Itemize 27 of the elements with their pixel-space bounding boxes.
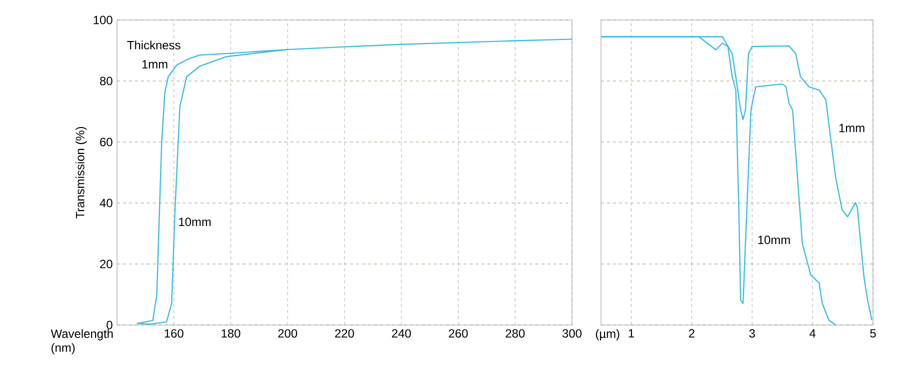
x-tick-label: 280 [506, 329, 525, 338]
y-axis-title: Transmission (%) [76, 126, 87, 219]
x-tick-label: 2 [688, 329, 694, 338]
x-tick-label: 4 [810, 329, 816, 338]
x-axis-title: (µm) [596, 329, 620, 340]
x-tick-label: 240 [392, 329, 411, 338]
x-tick-label: 220 [335, 329, 354, 338]
annotation: Thickness [127, 40, 180, 50]
y-tick-label: 100 [94, 16, 112, 24]
y-tick-label: 0 [106, 320, 112, 330]
series-label: 10mm [758, 236, 790, 244]
x-tick-label: 5 [870, 329, 876, 338]
x-tick-label: 160 [164, 329, 184, 338]
series-label: 1mm [839, 124, 864, 132]
x-tick-label: 3 [749, 329, 755, 338]
x-axis-title: Wavelength (nm) [50, 329, 113, 354]
x-tick-label: 180 [222, 329, 240, 338]
x-tick-label: 300 [562, 329, 582, 338]
x-tick-label: 260 [448, 329, 468, 338]
x-tick-label: 200 [278, 329, 298, 338]
y-tick-label: 20 [100, 260, 112, 268]
series-label: 10mm [179, 218, 211, 226]
x-tick-label: 1 [628, 329, 634, 338]
series-label: 1mm [142, 60, 168, 68]
y-tick-label: 80 [100, 76, 112, 86]
y-tick-label: 60 [100, 138, 112, 146]
y-tick-label: 40 [100, 198, 112, 208]
